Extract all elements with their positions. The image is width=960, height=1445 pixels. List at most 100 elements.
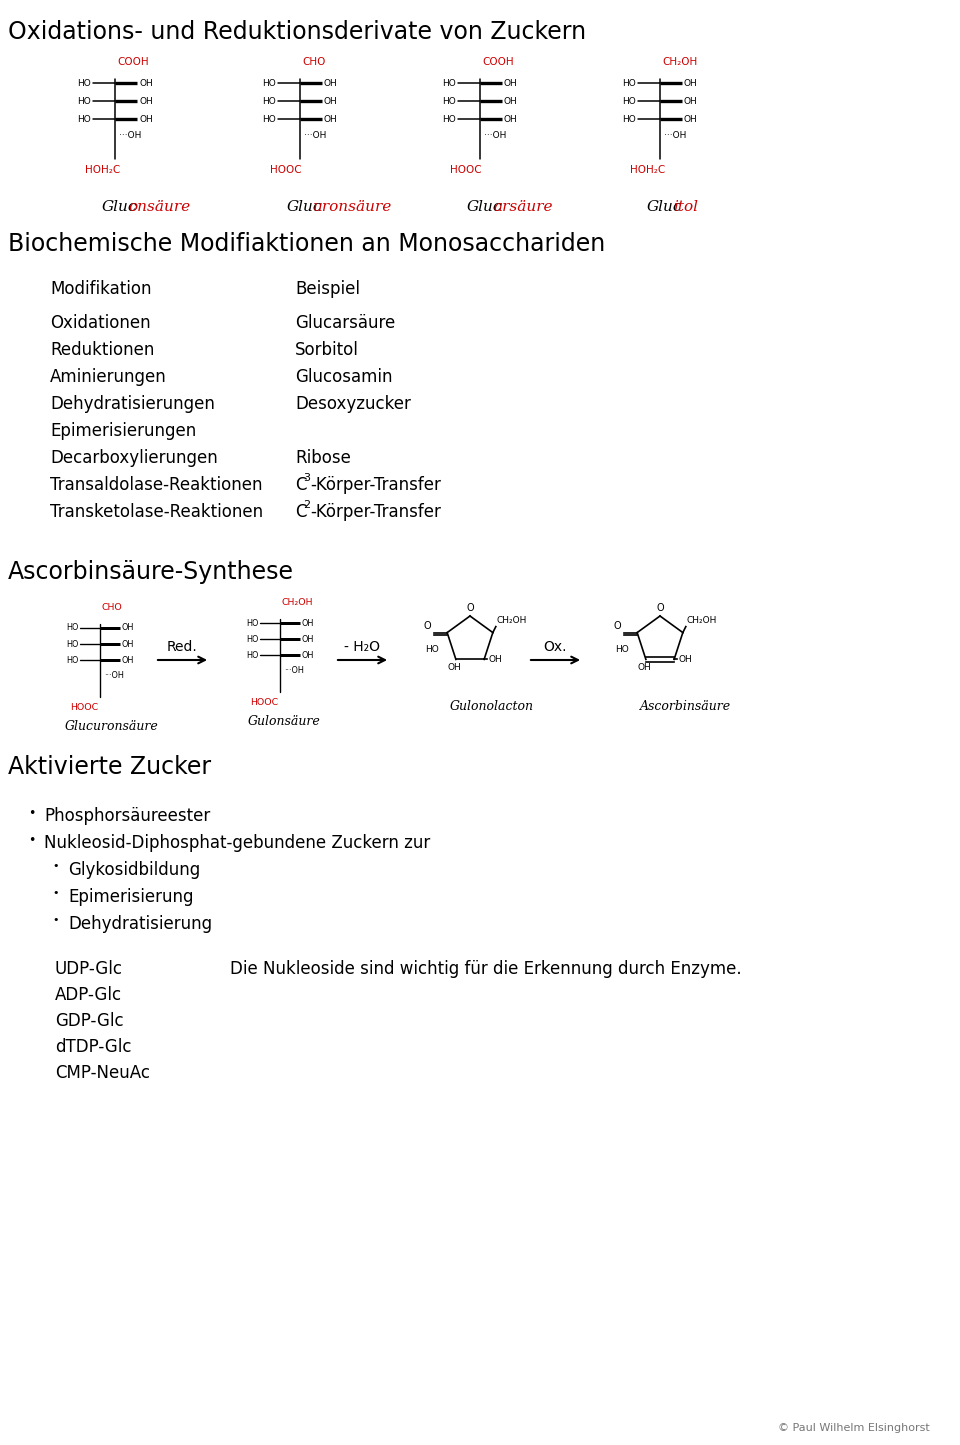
- Text: Ribose: Ribose: [295, 449, 350, 467]
- Text: ···OH: ···OH: [664, 131, 686, 140]
- Text: HO: HO: [77, 78, 91, 88]
- Text: ···OH: ···OH: [484, 131, 506, 140]
- Text: Red.: Red.: [167, 640, 198, 655]
- Text: Glucuronsäure: Glucuronsäure: [65, 720, 158, 733]
- Text: HO: HO: [622, 78, 636, 88]
- Text: •: •: [28, 806, 36, 819]
- Text: HO: HO: [66, 623, 78, 633]
- Text: UDP-Glc: UDP-Glc: [55, 959, 123, 978]
- Text: ···OH: ···OH: [304, 131, 326, 140]
- Text: Dehydratisierungen: Dehydratisierungen: [50, 394, 215, 413]
- Text: OH: OH: [637, 663, 651, 672]
- Text: Sorbitol: Sorbitol: [295, 341, 359, 358]
- Text: dTDP-Glc: dTDP-Glc: [55, 1038, 132, 1056]
- Text: COOH: COOH: [482, 56, 514, 66]
- Text: Gulonsäure: Gulonsäure: [248, 715, 321, 728]
- Text: Glucosamin: Glucosamin: [295, 368, 393, 386]
- Text: HO: HO: [425, 644, 439, 653]
- Text: HO: HO: [246, 618, 258, 627]
- Text: HOOC: HOOC: [250, 698, 278, 707]
- Text: HO: HO: [246, 650, 258, 660]
- Text: HO: HO: [66, 656, 78, 665]
- Text: Aktivierte Zucker: Aktivierte Zucker: [8, 754, 211, 779]
- Text: HO: HO: [246, 634, 258, 643]
- Text: CH₂OH: CH₂OH: [686, 616, 717, 624]
- Text: OH: OH: [324, 97, 338, 105]
- Text: onsäure: onsäure: [128, 199, 190, 214]
- Text: •: •: [28, 834, 36, 847]
- Text: OH: OH: [122, 656, 134, 665]
- Text: Biochemische Modifiaktionen an Monosacchariden: Biochemische Modifiaktionen an Monosacch…: [8, 233, 605, 256]
- Text: OH: OH: [504, 97, 517, 105]
- Text: C: C: [295, 475, 306, 494]
- Text: HOH₂C: HOH₂C: [85, 165, 120, 175]
- Text: HOOC: HOOC: [270, 165, 301, 175]
- Text: ADP-Glc: ADP-Glc: [55, 985, 122, 1004]
- Text: CHO: CHO: [302, 56, 325, 66]
- Text: Die Nukleoside sind wichtig für die Erkennung durch Enzyme.: Die Nukleoside sind wichtig für die Erke…: [230, 959, 742, 978]
- Text: Glucarsäure: Glucarsäure: [295, 314, 396, 332]
- Text: - H₂O: - H₂O: [345, 640, 380, 655]
- Text: HO: HO: [622, 114, 636, 123]
- Text: OH: OH: [122, 623, 134, 633]
- Text: uronsäure: uronsäure: [313, 199, 393, 214]
- Text: itol: itol: [673, 199, 698, 214]
- Text: CH₂OH: CH₂OH: [282, 598, 314, 607]
- Text: -Körper-Transfer: -Körper-Transfer: [310, 503, 441, 522]
- Text: Gluc: Gluc: [287, 199, 323, 214]
- Text: HO: HO: [443, 97, 456, 105]
- Text: O: O: [467, 603, 474, 613]
- Text: Gluc: Gluc: [647, 199, 683, 214]
- Text: OH: OH: [684, 114, 698, 123]
- Text: HO: HO: [262, 78, 276, 88]
- Text: OH: OH: [139, 78, 153, 88]
- Text: O: O: [423, 620, 431, 630]
- Text: Ascorbinsäure-Synthese: Ascorbinsäure-Synthese: [8, 561, 294, 584]
- Text: Ascorbinsäure: Ascorbinsäure: [640, 699, 732, 712]
- Text: Epimerisierungen: Epimerisierungen: [50, 422, 196, 439]
- Text: Oxidations- und Reduktionsderivate von Zuckern: Oxidations- und Reduktionsderivate von Z…: [8, 20, 587, 43]
- Text: OH: OH: [301, 634, 314, 643]
- Text: © Paul Wilhelm Elsinghorst: © Paul Wilhelm Elsinghorst: [779, 1423, 930, 1433]
- Text: HO: HO: [615, 644, 629, 653]
- Text: CHO: CHO: [102, 603, 123, 613]
- Text: OH: OH: [488, 655, 502, 663]
- Text: Transaldolase-Reaktionen: Transaldolase-Reaktionen: [50, 475, 262, 494]
- Text: HO: HO: [66, 640, 78, 649]
- Text: OH: OH: [504, 114, 517, 123]
- Text: Gluc: Gluc: [102, 199, 137, 214]
- Text: HO: HO: [443, 78, 456, 88]
- Text: OH: OH: [447, 663, 461, 672]
- Text: Aminierungen: Aminierungen: [50, 368, 167, 386]
- Text: •: •: [52, 889, 59, 897]
- Text: Oxidationen: Oxidationen: [50, 314, 151, 332]
- Text: HO: HO: [77, 114, 91, 123]
- Text: •: •: [52, 915, 59, 925]
- Text: CH₂OH: CH₂OH: [497, 616, 527, 624]
- Text: Epimerisierung: Epimerisierung: [68, 889, 194, 906]
- Text: OH: OH: [122, 640, 134, 649]
- Text: OH: OH: [301, 650, 314, 660]
- Text: 3: 3: [303, 473, 310, 483]
- Text: arsäure: arsäure: [493, 199, 553, 214]
- Text: Dehydratisierung: Dehydratisierung: [68, 915, 212, 933]
- Text: O: O: [657, 603, 663, 613]
- Text: HO: HO: [262, 97, 276, 105]
- Text: C: C: [295, 503, 306, 522]
- Text: OH: OH: [324, 78, 338, 88]
- Text: OH: OH: [684, 78, 698, 88]
- Text: ···OH: ···OH: [104, 670, 124, 681]
- Text: OH: OH: [301, 618, 314, 627]
- Text: •: •: [52, 861, 59, 871]
- Text: HO: HO: [262, 114, 276, 123]
- Text: Phosphorsäureester: Phosphorsäureester: [44, 806, 210, 825]
- Text: O: O: [613, 620, 621, 630]
- Text: Beispiel: Beispiel: [295, 280, 360, 298]
- Text: OH: OH: [139, 97, 153, 105]
- Text: COOH: COOH: [117, 56, 149, 66]
- Text: CMP-NeuAc: CMP-NeuAc: [55, 1064, 150, 1082]
- Text: Decarboxylierungen: Decarboxylierungen: [50, 449, 218, 467]
- Text: Transketolase-Reaktionen: Transketolase-Reaktionen: [50, 503, 263, 522]
- Text: HOOC: HOOC: [70, 702, 98, 712]
- Text: GDP-Glc: GDP-Glc: [55, 1011, 124, 1030]
